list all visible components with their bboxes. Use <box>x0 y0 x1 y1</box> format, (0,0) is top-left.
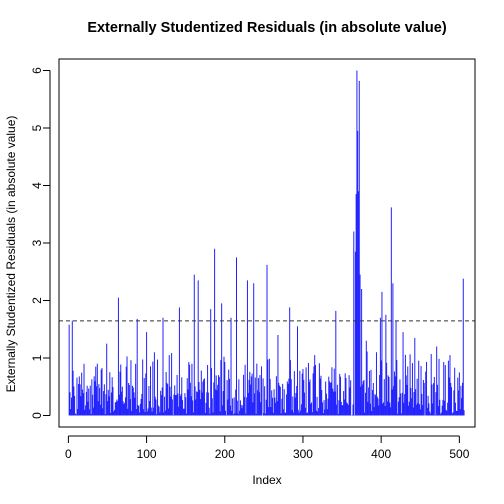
y-tick-label: 0 <box>30 412 44 419</box>
y-tick-label: 1 <box>30 354 44 361</box>
y-tick-label: 5 <box>30 124 44 131</box>
y-tick-label: 3 <box>30 239 44 246</box>
x-tick-label: 0 <box>65 447 72 461</box>
y-axis: 0 1 2 3 4 5 6 <box>30 67 51 419</box>
x-tick-label: 300 <box>293 447 313 461</box>
x-tick-label: 100 <box>137 447 157 461</box>
y-tick-label: 6 <box>30 67 44 74</box>
y-tick-label: 4 <box>30 182 44 189</box>
chart-title: Externally Studentized Residuals (in abs… <box>87 20 447 36</box>
x-tick-label: 400 <box>371 447 391 461</box>
plot-frame <box>58 58 476 428</box>
y-tick-label: 2 <box>30 297 44 304</box>
bars-group <box>68 70 465 416</box>
x-axis-label: Index <box>252 473 282 487</box>
x-axis: 0 100 200 300 400 500 <box>65 435 470 461</box>
x-tick-label: 200 <box>215 447 235 461</box>
x-tick-label: 500 <box>449 447 469 461</box>
